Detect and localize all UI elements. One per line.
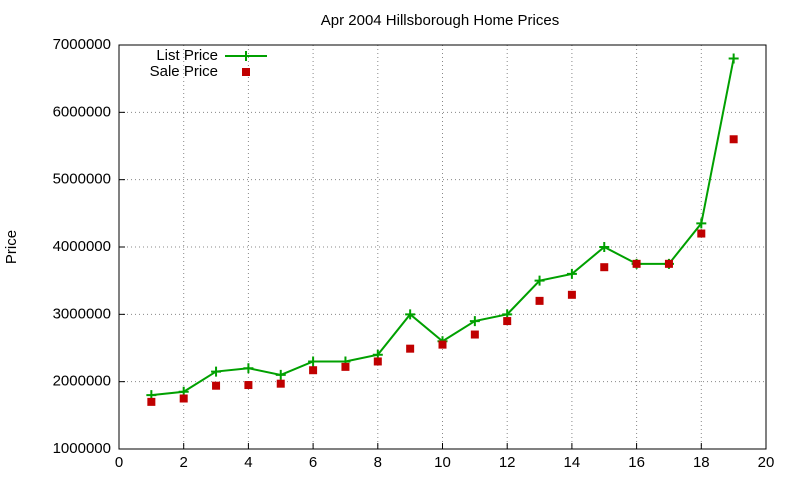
data-point [405,309,416,320]
x-tick-label: 20 [758,454,775,471]
data-point [309,366,318,375]
x-tick-label: 10 [434,454,451,471]
data-point [275,369,286,380]
data-point [567,290,576,299]
data-point [243,363,254,374]
x-tick-label: 14 [564,454,581,471]
y-tick-label: 1000000 [53,440,111,457]
data-point [276,379,285,388]
legend-marker [242,68,250,76]
x-tick-label: 16 [628,454,645,471]
x-tick-label: 12 [499,454,516,471]
data-point [664,259,673,268]
data-point [244,381,253,390]
data-point [599,242,610,252]
data-point [696,218,707,229]
legend-marker [241,51,251,61]
data-point [406,344,415,353]
data-point [600,263,609,272]
y-tick-label: 5000000 [53,171,111,188]
x-tick-label: 4 [244,454,252,471]
y-tick-label: 2000000 [53,373,111,390]
plot-frame [118,44,767,450]
data-point [470,330,479,339]
data-point [212,381,221,390]
data-point [308,356,319,367]
data-point [534,275,545,286]
data-point [632,259,641,268]
y-tick-label: 4000000 [53,238,111,255]
y-axis-label: Price [3,230,20,264]
data-point [697,229,706,238]
data-point [535,296,544,305]
data-point [341,362,350,371]
data-point [729,135,738,144]
data-point [147,397,156,406]
data-point [728,53,739,64]
data-point [373,357,382,366]
x-tick-label: 18 [693,454,710,471]
data-point [179,394,188,403]
x-tick-label: 2 [180,454,188,471]
data-point [503,317,512,326]
data-point [566,268,577,279]
legend-label: List Price [156,47,218,64]
y-tick-label: 7000000 [53,36,111,53]
x-tick-label: 6 [309,454,317,471]
y-tick-label: 3000000 [53,305,111,322]
x-tick-label: 8 [374,454,382,471]
y-tick-label: 6000000 [53,103,111,120]
x-tick-label: 0 [115,454,123,471]
data-point [211,366,222,377]
legend-label: Sale Price [150,63,218,80]
chart-title: Apr 2004 Hillsborough Home Prices [321,12,559,29]
data-point [438,340,447,349]
data-point [469,316,480,327]
